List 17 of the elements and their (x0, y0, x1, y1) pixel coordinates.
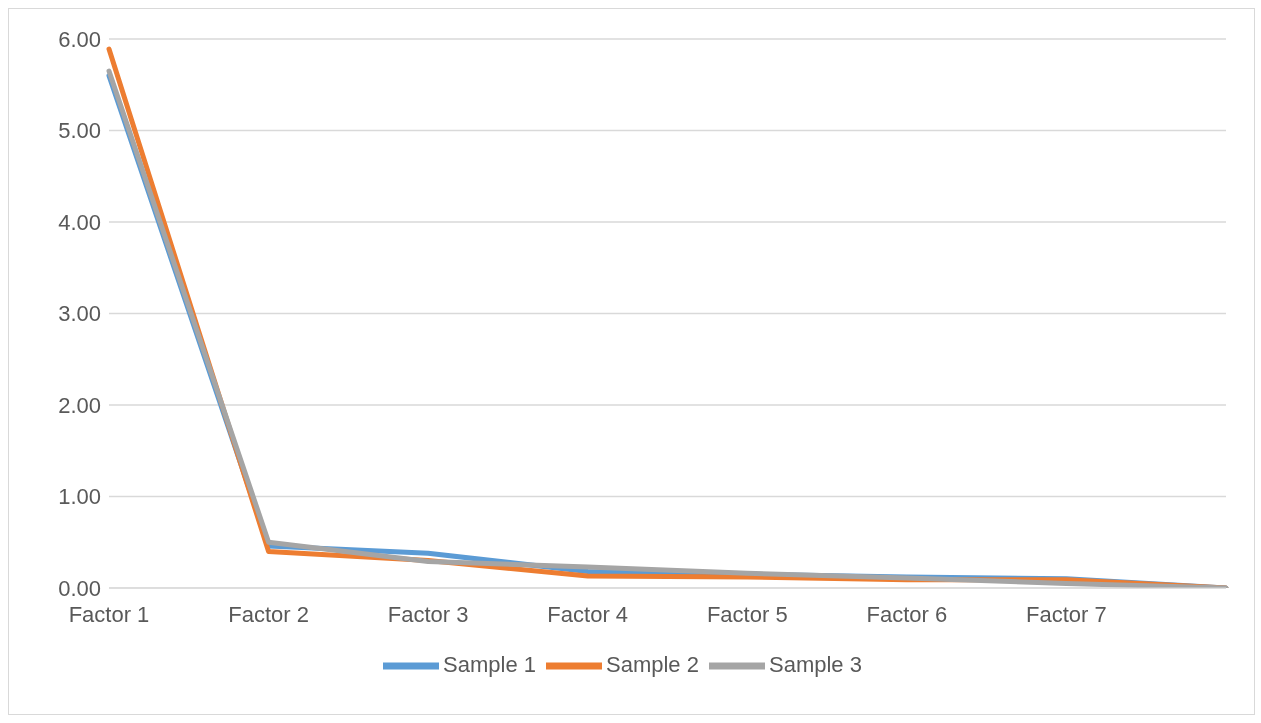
y-tick-label: 0.00 (58, 575, 101, 601)
x-tick-label: Factor 5 (706, 601, 788, 627)
y-tick-label: 5.00 (58, 118, 101, 144)
y-tick-label: 6.00 (58, 26, 101, 52)
legend-label: Sample 3 (768, 651, 862, 677)
legend-label: Sample 2 (606, 651, 699, 677)
y-tick-label: 1.00 (58, 484, 101, 510)
x-tick-label: Factor 3 (387, 601, 469, 627)
legend-label: Sample 1 (443, 651, 537, 677)
x-tick-label: Factor 7 (1026, 601, 1107, 627)
x-tick-label: Factor 1 (68, 601, 150, 627)
y-tick-label: 2.00 (58, 392, 101, 418)
x-tick-label: Factor 4 (547, 601, 629, 627)
y-tick-label: 3.00 (58, 301, 101, 327)
y-tick-label: 4.00 (58, 209, 101, 235)
x-tick-label: Factor 2 (228, 601, 309, 627)
x-tick-label: Factor 6 (866, 601, 948, 627)
